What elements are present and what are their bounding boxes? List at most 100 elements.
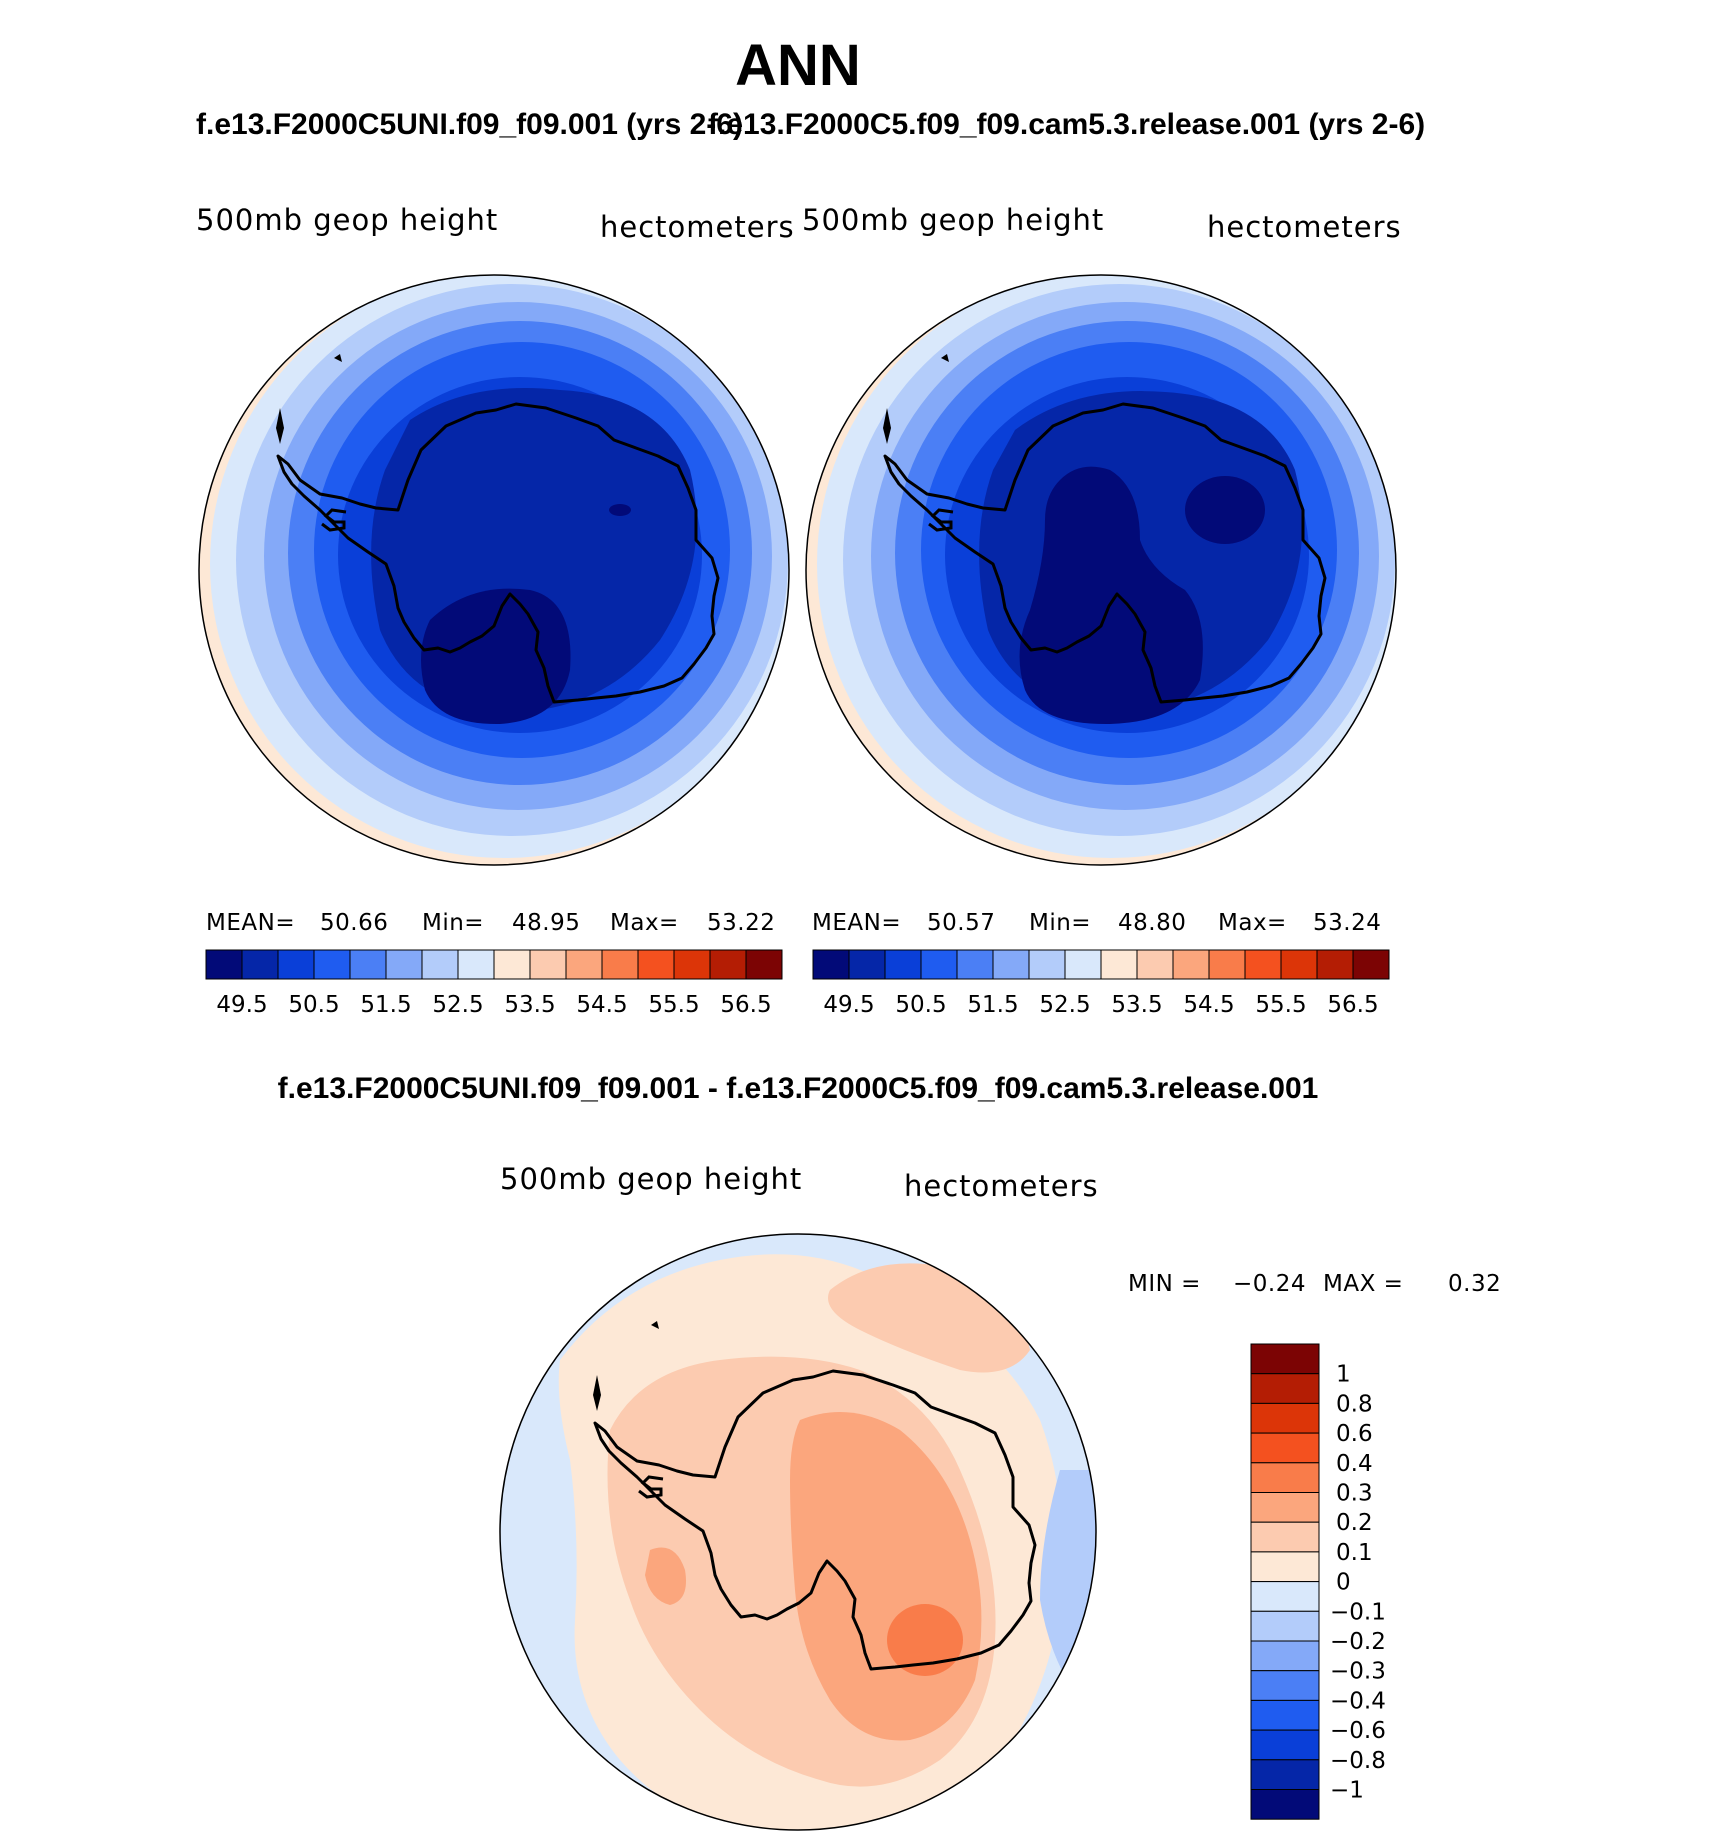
mean-label-right: MEAN= — [812, 910, 902, 936]
colorbar-swatch-right — [1172, 949, 1210, 980]
diff-colorbar-swatch — [1250, 1670, 1320, 1701]
min-label-left: Min= — [422, 910, 485, 936]
diff-colorbar-swatch — [1250, 1789, 1320, 1820]
colorbar-swatch-left — [457, 949, 495, 980]
colorbar-tick-label-right: 54.5 — [1183, 992, 1234, 1018]
colorbar-tick-label-left: 52.5 — [432, 992, 483, 1018]
colorbar-swatch-right — [1136, 949, 1174, 980]
colorbar-swatch-right — [992, 949, 1030, 980]
mean-value-right: 50.57 — [927, 910, 996, 936]
colorbar-tick-label-left: 54.5 — [576, 992, 627, 1018]
colorbar-swatch-left — [673, 949, 711, 980]
variable-label-diff: 500mb geop height — [500, 1162, 803, 1196]
diff-colorbar-swatch — [1250, 1521, 1320, 1553]
colorbar-swatch-left — [529, 949, 567, 980]
max-value-right: 53.24 — [1313, 910, 1382, 936]
colorbar-swatch-right — [812, 949, 850, 980]
diff-colorbar-swatch — [1250, 1699, 1320, 1731]
mean-value-left: 50.66 — [320, 910, 389, 936]
diff-colorbar-swatch — [1250, 1462, 1320, 1494]
colorbar-swatch-right — [1208, 949, 1246, 980]
diff-colorbar-tick-label: 0.1 — [1336, 1540, 1373, 1566]
diff-colorbar-swatch — [1250, 1640, 1320, 1672]
diff-colorbar-tick-label: 0.2 — [1336, 1510, 1373, 1536]
colorbar-swatch-right — [1100, 949, 1138, 980]
case-title-left: f.e13.F2000C5UNI.f09_f09.001 (yrs 2-6) — [196, 108, 743, 141]
colorbar-swatch-left — [601, 949, 639, 980]
colorbar-tick-label-left: 56.5 — [720, 992, 771, 1018]
diff-colorbar-tick-label: 0 — [1336, 1570, 1351, 1596]
diff-colorbar-tick-label: −0.2 — [1330, 1629, 1386, 1655]
diff-colorbar-tick-label: −0.1 — [1330, 1599, 1386, 1625]
diff-colorbar-tick-label: −1 — [1330, 1778, 1364, 1804]
diff-colorbar-swatch — [1250, 1610, 1320, 1642]
max-label-left: Max= — [610, 910, 679, 936]
max-value-left: 53.22 — [707, 910, 776, 936]
diff-title: f.e13.F2000C5UNI.f09_f09.001 - f.e13.F20… — [277, 1072, 1319, 1105]
diff-colorbar-tick-label: −0.3 — [1330, 1659, 1386, 1685]
case-title-right: f.e13.F2000C5.f09_f09.cam5.3.release.001… — [708, 108, 1426, 141]
min-label-right: Min= — [1029, 910, 1092, 936]
colorbar-swatch-right — [884, 949, 922, 980]
diff-colorbar-tick-label: 0.4 — [1336, 1451, 1373, 1477]
diff-max-label: MAX = — [1323, 1271, 1404, 1297]
colorbar-swatch-left — [493, 949, 531, 980]
colorbar-tick-label-left: 51.5 — [360, 992, 411, 1018]
diff-colorbar-swatch — [1250, 1759, 1320, 1791]
colorbar-swatch-left — [277, 949, 315, 980]
colorbar-tick-label-left: 53.5 — [504, 992, 555, 1018]
diff-colorbar-swatch — [1250, 1581, 1320, 1612]
max-label-right: Max= — [1218, 910, 1287, 936]
variable-label-right: 500mb geop height — [802, 203, 1105, 237]
colorbar-tick-label-right: 50.5 — [895, 992, 946, 1018]
colorbar-swatch-right — [1244, 949, 1282, 980]
season-title: ANN — [735, 33, 861, 98]
variable-label-left: 500mb geop height — [196, 203, 499, 237]
colorbar-swatch-left — [205, 949, 243, 980]
colorbars: 49.5 50.5 51.5 52.5 53.5 54.5 55.5 56.5 49.5 50.5… — [205, 949, 1390, 1820]
map-panel-right — [805, 274, 1397, 866]
colorbar-tick-label-right: 51.5 — [967, 992, 1018, 1018]
map-panel-diff — [499, 1233, 1097, 1831]
colorbar-swatch-left — [709, 949, 747, 980]
colorbar-swatch-right — [1352, 949, 1390, 980]
diff-colorbar-tick-label: 0.6 — [1336, 1421, 1373, 1447]
colorbar-tick-label-right: 56.5 — [1327, 992, 1378, 1018]
diff-colorbar-swatch — [1250, 1373, 1320, 1404]
colorbar-swatch-right — [848, 949, 886, 980]
colorbar-swatch-right — [956, 949, 994, 980]
diff-min-label: MIN = — [1128, 1271, 1201, 1297]
diff-colorbar-tick-label: −0.6 — [1330, 1718, 1386, 1744]
units-label-left: hectometers — [600, 210, 795, 244]
diff-colorbar-tick-label: 1 — [1336, 1362, 1351, 1388]
colorbar-tick-label-left: 55.5 — [648, 992, 699, 1018]
units-label-right: hectometers — [1207, 210, 1402, 244]
diff-colorbar-swatch — [1250, 1551, 1320, 1583]
diff-colorbar-swatch — [1250, 1432, 1320, 1464]
mean-label-left: MEAN= — [206, 910, 296, 936]
colorbar-swatch-left — [637, 949, 675, 980]
diff-colorbar-swatch — [1250, 1492, 1320, 1523]
diff-max-value: 0.32 — [1448, 1271, 1502, 1297]
colorbar-swatch-left — [241, 949, 279, 980]
diff-min-value: −0.24 — [1233, 1271, 1306, 1297]
map-panel-left — [198, 274, 790, 866]
diff-colorbar-tick-label: −0.8 — [1330, 1748, 1386, 1774]
colorbar-swatch-right — [1280, 949, 1318, 980]
colorbar-tick-label-right: 55.5 — [1255, 992, 1306, 1018]
colorbar-swatch-left — [349, 949, 387, 980]
diff-colorbar-tick-label: 0.3 — [1336, 1481, 1373, 1507]
diff-colorbar-swatch — [1250, 1729, 1320, 1761]
units-label-diff: hectometers — [904, 1169, 1099, 1203]
colorbar-swatch-left — [565, 949, 603, 980]
colorbar-swatch-right — [1316, 949, 1354, 980]
colorbar-swatch-right — [1064, 949, 1102, 980]
colorbar-tick-label-right: 49.5 — [823, 992, 874, 1018]
colorbar-tick-label-right: 53.5 — [1111, 992, 1162, 1018]
colorbar-swatch-left — [313, 949, 351, 980]
diff-colorbar-swatch — [1250, 1343, 1320, 1375]
diff-colorbar-tick-label: 0.8 — [1336, 1391, 1373, 1417]
min-value-left: 48.95 — [512, 910, 581, 936]
colorbar-swatch-left — [385, 949, 423, 980]
